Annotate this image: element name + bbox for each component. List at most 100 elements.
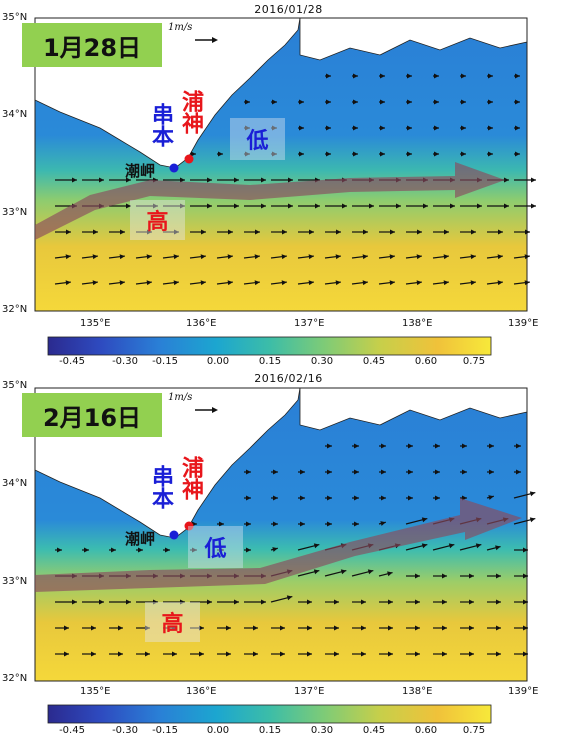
current-vector-head [173, 254, 179, 260]
current-vector-head [448, 543, 455, 549]
current-vector-head [380, 73, 385, 79]
current-vector-head [199, 625, 204, 631]
current-vector-head [529, 517, 536, 523]
current-vector-head [388, 625, 393, 631]
current-vector-head [524, 254, 530, 260]
current-vector-head [353, 99, 358, 105]
uragami-label: 浦神 [178, 90, 203, 134]
current-vector-head [273, 469, 278, 475]
current-vector-head [489, 443, 494, 449]
current-vector-head [126, 599, 131, 605]
current-vector-head [326, 151, 331, 157]
current-vector-head [307, 599, 312, 605]
current-vector-head [488, 151, 493, 157]
current-vector-head [153, 203, 158, 209]
x-tick-label: 137°E [294, 686, 325, 697]
current-vector-head [281, 254, 287, 260]
current-vector-head [442, 625, 447, 631]
current-vector-head [300, 521, 305, 527]
colorbar-tick: 0.60 [414, 356, 438, 367]
map-panel-feb16: 2016/02/16 2月16日 1m/s 35°N 34°N 33°N 32°… [0, 370, 577, 740]
colorbar-tick: -0.30 [112, 725, 138, 736]
current-vector-head [281, 280, 287, 286]
current-vector-head [200, 254, 206, 260]
current-vector-head [326, 99, 331, 105]
map-frame [34, 17, 528, 312]
current-vector-head [380, 125, 385, 131]
current-vector-head [286, 595, 293, 601]
current-vector-head [396, 203, 401, 209]
current-vector-head [461, 73, 466, 79]
kuroshio-stream-arrow [35, 498, 522, 592]
x-tick-label: 136°E [186, 318, 217, 329]
colorbar-tick: -0.45 [59, 725, 85, 736]
shiomisaki-label: 潮岬 [125, 530, 156, 548]
current-vector-head [57, 547, 62, 553]
current-vector-head [469, 651, 474, 657]
current-vector-head [118, 625, 123, 631]
current-vector-head [415, 599, 420, 605]
current-vector-head [523, 573, 528, 579]
current-vector-head [442, 599, 447, 605]
current-vector-head [165, 547, 170, 553]
current-vector-head [84, 547, 89, 553]
colorbar-tick: 0.45 [362, 725, 386, 736]
current-vector-head [469, 573, 474, 579]
colorbar-tick: 0.45 [362, 356, 386, 367]
current-vector-head [354, 469, 359, 475]
current-vector-head [367, 569, 374, 575]
current-vector-head [199, 651, 204, 657]
x-tick-label: 136°E [186, 686, 217, 697]
x-tick-label: 138°E [402, 318, 433, 329]
current-vector-head [313, 543, 320, 549]
current-vector-head [497, 280, 503, 286]
current-vector-head [253, 625, 258, 631]
current-vector-head [307, 651, 312, 657]
current-vector-head [353, 151, 358, 157]
current-vector-head [388, 651, 393, 657]
x-tick-label: 138°E [402, 686, 433, 697]
current-vector-head [92, 254, 98, 260]
colorbar-tick: 0.15 [258, 356, 282, 367]
current-vector-head [488, 99, 493, 105]
current-vector-head [200, 280, 206, 286]
current-vector-head [469, 599, 474, 605]
current-vector-head [246, 521, 251, 527]
colorbar [47, 704, 492, 724]
current-vector-head [288, 177, 293, 183]
date-badge: 2月16日 [22, 393, 162, 437]
current-vector-head [470, 280, 476, 286]
current-vector-head [504, 177, 509, 183]
current-vector-head [416, 280, 422, 286]
current-vector-head [207, 177, 212, 183]
current-vector-head [272, 125, 277, 131]
current-vector-head [495, 545, 501, 551]
x-tick-label: 135°E [80, 686, 111, 697]
map-date-title: 2016/01/28 [254, 3, 323, 16]
current-vector-head [529, 491, 536, 497]
x-tick-label: 137°E [294, 318, 325, 329]
current-vector-head [246, 469, 251, 475]
colorbar-ticks: -0.45 -0.30 -0.15 0.00 0.15 0.30 0.45 0.… [0, 725, 577, 739]
current-vector-head [309, 229, 314, 235]
current-vector-head [516, 443, 521, 449]
current-vector-head [335, 254, 341, 260]
current-vector-head [254, 280, 260, 286]
colorbar [47, 336, 492, 356]
current-vector-head [207, 203, 212, 209]
current-vector-head [246, 547, 251, 553]
current-vector-head [234, 177, 239, 183]
current-vector-head [138, 547, 143, 553]
current-vector-head [261, 599, 266, 605]
current-vector-head [288, 203, 293, 209]
current-vector-head [531, 203, 536, 209]
current-vector-head [119, 280, 125, 286]
current-vector-head [421, 517, 428, 523]
current-vector-head [354, 521, 359, 527]
current-vector-head [417, 229, 422, 235]
current-vector-head [462, 443, 467, 449]
date-badge: 1月28日 [22, 23, 162, 67]
current-vector-head [515, 125, 520, 131]
current-vector-head [300, 469, 305, 475]
current-vector-head [173, 280, 179, 286]
